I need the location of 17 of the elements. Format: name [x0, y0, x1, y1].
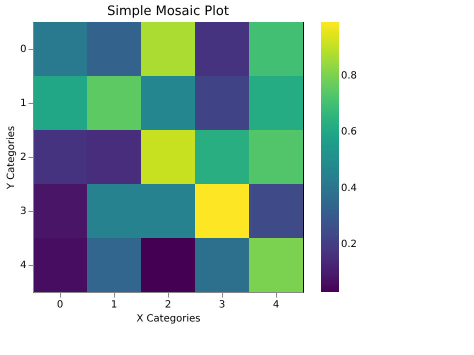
color-bar-label: 0.6 — [341, 126, 357, 138]
x-tick-label: 3 — [218, 300, 226, 310]
x-tick-label: 0 — [56, 300, 64, 310]
x-tick-label: 1 — [110, 300, 118, 310]
y-tick-label: 2 — [20, 152, 26, 163]
y-tick-label: 1 — [20, 98, 26, 109]
y-tick-label: 3 — [20, 206, 26, 217]
y-axis-title: Y Categories — [6, 126, 18, 190]
color-bar-label: 0.2 — [341, 239, 357, 250]
y-tick-label: 4 — [20, 260, 26, 271]
color-bar-label: 0.8 — [341, 70, 357, 82]
chart-title: Simple Mosaic Plot — [107, 4, 229, 19]
y-tick-label: 0 — [20, 44, 26, 55]
color-bar-label: 0.4 — [341, 182, 357, 194]
x-tick-label: 4 — [272, 300, 280, 310]
x-axis-title: X Categories — [136, 314, 200, 324]
x-tick-label: 2 — [164, 300, 172, 310]
